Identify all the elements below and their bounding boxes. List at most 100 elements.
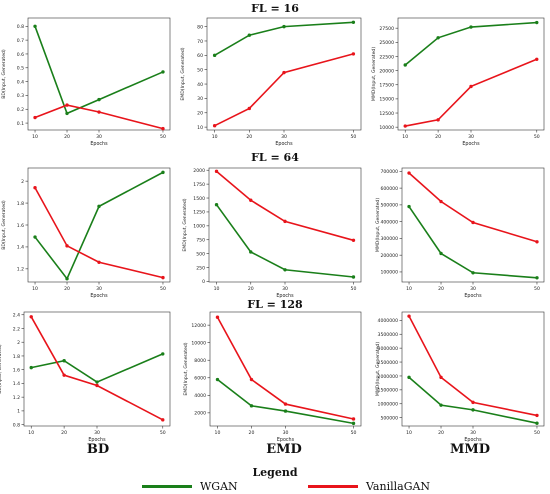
y-tick-label: 750 <box>196 238 205 244</box>
y-tick-label: 3000000 <box>378 346 399 352</box>
y-tick-label: 8000 <box>194 358 206 364</box>
data-point-wgan <box>471 271 475 275</box>
series-line-wgan <box>34 171 164 281</box>
x-tick-label: 10 <box>406 286 412 292</box>
x-tick-label: 30 <box>281 134 287 140</box>
data-point-vanillagan <box>214 169 219 174</box>
y-tick-label: 2000 <box>193 168 205 174</box>
data-point-vanillagan <box>212 123 217 128</box>
data-point-wgan <box>33 24 37 28</box>
series-line-vanillagan <box>408 315 538 417</box>
data-point-vanillagan <box>33 115 37 120</box>
y-tick-label: 1750 <box>193 182 205 188</box>
legend-swatch-wgan <box>142 485 192 488</box>
y-tick-label: 100000 <box>380 270 398 276</box>
x-tick-label: 10 <box>32 286 38 292</box>
data-point-vanillagan <box>283 402 288 406</box>
x-tick-label: 50 <box>160 430 166 436</box>
y-axis-label: MMD(Input, Generated) <box>375 198 381 252</box>
data-point-wgan <box>33 235 37 239</box>
data-point-wgan <box>29 365 33 370</box>
x-tick-label: 10 <box>214 286 220 292</box>
y-axis-label: EMD(Input, Generated) <box>180 47 186 100</box>
x-axis-label: Epochs <box>464 437 482 443</box>
y-tick-label: 0.1 <box>17 121 24 127</box>
data-point-wgan <box>535 421 539 425</box>
series-line-vanillagan <box>405 58 538 127</box>
y-tick-label: 1.8 <box>17 201 24 207</box>
data-point-wgan <box>351 421 356 426</box>
y-tick-label: 6000 <box>194 376 206 382</box>
x-tick-label: 50 <box>351 286 357 292</box>
y-tick-label: 0.6 <box>17 52 24 58</box>
data-point-vanillagan <box>535 240 539 244</box>
y-tick-label: 22500 <box>379 54 394 60</box>
column-label-mmd: MMD <box>449 442 491 457</box>
legend-label-wgan: WGAN <box>200 480 238 493</box>
y-tick-label: 1000000 <box>378 402 399 408</box>
x-tick-label: 30 <box>283 430 289 436</box>
data-point-wgan <box>161 70 165 74</box>
data-point-vanillagan <box>161 126 165 131</box>
series-line-wgan <box>214 21 354 57</box>
data-point-wgan <box>407 204 411 209</box>
data-point-vanillagan <box>249 198 253 202</box>
y-tick-label: 4000000 <box>378 318 399 324</box>
y-tick-label: 20000 <box>379 68 394 74</box>
x-tick-label: 30 <box>468 134 474 140</box>
y-axis-label: BD(Input, Generated) <box>0 344 3 394</box>
series-line-wgan <box>31 353 164 383</box>
y-tick-label: 27500 <box>379 26 394 32</box>
data-point-vanillagan <box>403 124 407 128</box>
data-point-wgan <box>97 97 101 102</box>
series-line-wgan <box>408 376 538 425</box>
data-point-vanillagan <box>351 52 356 56</box>
x-tick-label: 10 <box>212 134 218 140</box>
legend-item-wgan: WGAN <box>142 480 238 493</box>
data-point-wgan <box>283 268 287 272</box>
row-title-fl128: FL = 128 <box>247 298 303 311</box>
data-point-wgan <box>282 24 286 29</box>
y-tick-label: 4000 <box>194 393 206 399</box>
y-tick-label: 2.2 <box>13 326 20 332</box>
data-point-vanillagan <box>247 106 252 111</box>
y-axis-label: EMD(Input, Generated) <box>183 342 189 395</box>
legend-label-vanillagan: VanillaGAN <box>366 480 431 493</box>
y-tick-label: 20 <box>197 111 203 117</box>
data-point-wgan <box>65 277 69 281</box>
legend-swatch-vanillagan <box>308 485 358 488</box>
x-axis-label: Epochs <box>90 293 108 299</box>
data-point-vanillagan <box>351 417 356 421</box>
y-tick-label: 17500 <box>379 83 394 89</box>
x-tick-label: 20 <box>438 286 444 292</box>
y-tick-label: 2000 <box>194 411 206 417</box>
series-line-wgan <box>215 204 354 278</box>
x-tick-label: 10 <box>28 430 34 436</box>
y-tick-label: 10000 <box>379 125 394 131</box>
y-tick-label: 25000 <box>379 40 394 46</box>
x-tick-label: 50 <box>160 286 166 292</box>
x-tick-label: 20 <box>438 430 444 436</box>
y-tick-label: 30 <box>197 96 203 102</box>
x-tick-label: 20 <box>435 134 441 140</box>
data-point-vanillagan <box>351 238 356 242</box>
data-point-wgan <box>214 203 219 207</box>
y-tick-label: 0.8 <box>17 24 24 30</box>
legend-item-vanillagan: VanillaGAN <box>308 480 430 493</box>
y-tick-label: 10000 <box>191 340 206 346</box>
data-point-vanillagan <box>97 110 101 114</box>
data-point-vanillagan <box>62 373 66 377</box>
data-point-vanillagan <box>407 314 411 318</box>
x-tick-label: 50 <box>534 430 540 436</box>
data-point-vanillagan <box>471 400 475 405</box>
y-tick-label: 15000 <box>379 97 394 103</box>
y-tick-label: 0.5 <box>17 66 24 72</box>
x-tick-label: 30 <box>470 286 476 292</box>
x-tick-label: 10 <box>406 430 412 436</box>
data-point-vanillagan <box>535 57 539 61</box>
y-tick-label: 10 <box>197 125 203 131</box>
x-tick-label: 10 <box>402 134 408 140</box>
